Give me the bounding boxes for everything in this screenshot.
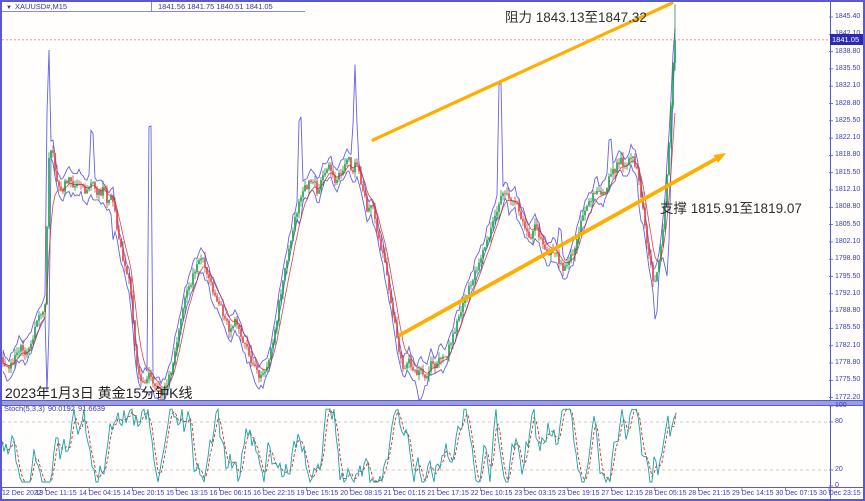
chevron-down-icon[interactable]: ▼ <box>6 5 12 11</box>
resistance_line <box>371 1 674 142</box>
current-price-badge: 1841.05 <box>830 34 865 46</box>
stoch-lines <box>2 407 677 484</box>
stoch-signal-value: 91.6639 <box>77 404 106 413</box>
resistance-annotation[interactable]: 阻力 1843.13至1847.32 <box>505 10 647 25</box>
candles <box>2 4 676 400</box>
stoch-indicator-label: Stoch(5,3,3) 90.0192 91.6639 <box>4 404 108 413</box>
header-divider <box>151 2 152 11</box>
time-axis-border <box>2 487 863 488</box>
price-axis-border <box>830 2 831 499</box>
stoch-name: Stoch(5,3,3) <box>4 404 45 413</box>
ohlc-readout: 1841.56 1841.75 1840.51 1841.05 <box>158 2 273 11</box>
panel-splitter[interactable] <box>2 400 863 406</box>
support-line-arrowhead <box>713 153 727 163</box>
date-annotation[interactable]: 2023年1月3日 黄金15分钟K线 <box>5 385 193 401</box>
symbol-label: XAUUSD#,M15 <box>14 2 68 11</box>
stoch-main-value: 90.0192 <box>47 404 75 413</box>
symbol-header[interactable]: ▼ XAUUSD#,M15 <box>6 2 67 12</box>
header-underline <box>2 11 305 12</box>
support_line <box>398 154 723 337</box>
support-annotation[interactable]: 支撑 1815.91至1819.07 <box>660 201 802 216</box>
bands <box>2 28 676 400</box>
